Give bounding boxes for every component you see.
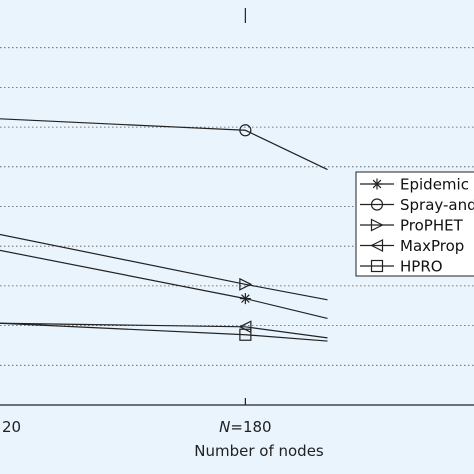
legend-marker — [370, 239, 384, 252]
grid-lines — [0, 47, 474, 366]
legend-label: ProPHET — [400, 217, 464, 235]
legend-item: HPRO — [360, 258, 443, 276]
legend-marker — [370, 218, 384, 232]
x-tick-label: 20 — [2, 418, 21, 436]
legend-item: Epidemic — [360, 176, 469, 194]
legend-label: HPRO — [400, 258, 443, 276]
x-ticks: 20 N=180 — [2, 8, 272, 436]
data-point-epidemic — [239, 293, 251, 305]
legend-marker — [371, 178, 383, 190]
series-line-spray-and — [0, 118, 328, 171]
series-lines — [0, 118, 328, 342]
legend-marker — [370, 198, 384, 211]
legend-label: MaxProp — [400, 237, 464, 255]
data-point-hpro — [239, 328, 252, 341]
legend: Epidemic Spray-and ProPHET MaxProp HPRO — [355, 171, 474, 277]
legend-item: MaxProp — [360, 237, 464, 255]
data-point-spray-and — [239, 124, 252, 137]
series-line-hpro — [0, 322, 328, 342]
series-markers — [238, 124, 253, 341]
series-line-maxprop — [0, 322, 328, 339]
legend-label: Spray-and — [400, 196, 474, 214]
legend-box — [355, 171, 474, 277]
series-line-prophet — [0, 233, 328, 301]
data-point-prophet — [239, 277, 253, 291]
legend-label: Epidemic — [400, 176, 469, 194]
legend-item: Spray-and — [360, 196, 474, 214]
legend-marker — [370, 259, 384, 273]
legend-item: ProPHET — [360, 217, 464, 235]
x-tick-label: N=180 — [219, 418, 271, 436]
x-axis-title: Number of nodes — [194, 442, 324, 460]
